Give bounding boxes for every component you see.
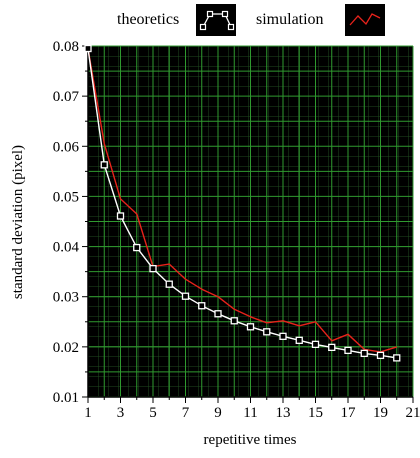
x-tick-label: 17 [341,405,357,421]
x-tick-label: 19 [373,405,388,421]
y-tick-label: 0.01 [53,390,79,406]
data-point-theoretics [361,350,367,356]
data-point-theoretics [85,46,91,52]
y-tick-label: 0.04 [53,240,80,256]
x-tick-label: 3 [117,405,125,421]
y-axis-ticks: 0.01 0.02 0.03 0.04 0.05 0.06 0.07 0.08 [53,39,88,406]
legend-label-simulation: simulation [256,11,324,28]
x-axis-title: repetitive times [204,432,297,448]
y-tick-label: 0.08 [53,39,79,55]
x-tick-label: 7 [182,405,190,421]
x-tick-label: 15 [308,405,323,421]
data-point-theoretics [231,318,237,324]
data-point-theoretics [248,324,254,330]
major-grid [88,46,413,397]
legend-marker-theoretics-3 [223,12,228,17]
data-point-theoretics [166,281,172,287]
data-point-theoretics [345,347,351,353]
x-tick-label: 11 [243,405,257,421]
data-point-theoretics [329,344,335,350]
x-tick-label: 5 [149,405,157,421]
data-point-theoretics [296,337,302,343]
data-point-theoretics [118,213,124,219]
y-tick-label: 0.03 [53,290,79,306]
legend-swatch-theoretics [196,4,236,36]
legend-marker-theoretics-2 [208,12,213,17]
data-point-theoretics [101,162,107,168]
x-tick-label: 9 [214,405,222,421]
data-point-theoretics [394,355,400,361]
x-tick-label: 21 [406,405,420,421]
y-axis-title: standard deviation (pixel) [10,145,26,299]
x-tick-label: 1 [84,405,92,421]
y-tick-label: 0.07 [53,89,80,105]
y-tick-label: 0.05 [53,189,79,205]
x-tick-label: 13 [276,405,291,421]
data-point-theoretics [378,352,384,358]
data-point-theoretics [183,293,189,299]
legend-marker-theoretics-1 [201,25,206,30]
legend-item-theoretics: theoretics [117,4,236,36]
data-point-theoretics [215,311,221,317]
legend-marker-theoretics-4 [229,25,234,30]
legend: theoretics simulation [117,4,385,36]
data-point-theoretics [199,303,205,309]
legend-label-theoretics: theoretics [117,11,179,28]
data-point-theoretics [150,266,156,272]
data-point-theoretics [134,245,140,251]
data-point-theoretics [280,333,286,339]
data-point-theoretics [313,341,319,347]
data-point-theoretics [264,329,270,335]
y-tick-label: 0.06 [53,139,80,155]
legend-swatch-simulation [345,4,385,36]
y-tick-label: 0.02 [53,340,79,356]
legend-item-simulation: simulation [256,4,385,36]
